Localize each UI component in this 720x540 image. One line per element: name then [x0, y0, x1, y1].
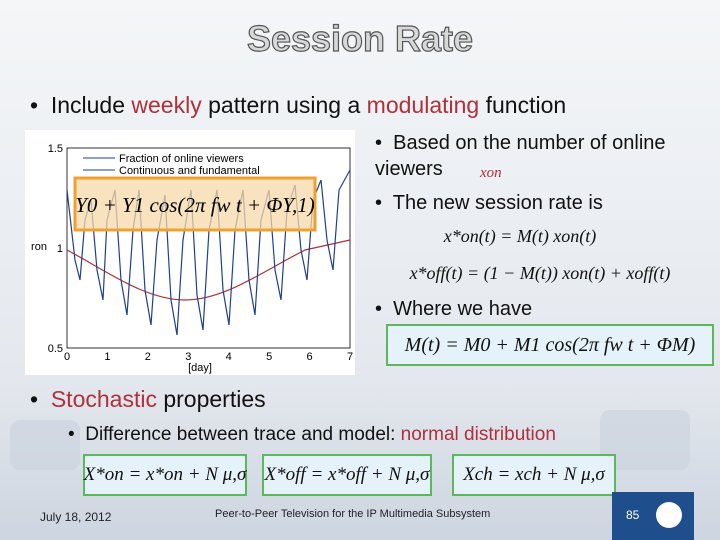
formula: X*on = x*on + N μ,σ — [83, 454, 247, 496]
bullet: • Include weekly pattern using a modulat… — [30, 92, 567, 118]
text: properties — [156, 386, 266, 412]
bullet: • Difference between trace and model: no… — [68, 424, 556, 445]
formula: M(t) = M0 + M1 cos(2π fw t + ΦM) — [386, 324, 714, 366]
formula: Y0 + Y1 cos(2π fw t + ΦY,1) — [75, 193, 315, 217]
overlay: xon — [480, 165, 502, 181]
text: The new session rate is — [392, 192, 603, 214]
y-tick-label: 1.5 — [48, 143, 63, 155]
formula: Xch = xch + N μ,σ — [452, 454, 616, 496]
text: weekly — [131, 92, 202, 118]
title: Session Rate — [246, 17, 474, 59]
x-tick-label: 6 — [307, 351, 313, 363]
axes — [66, 147, 351, 349]
x-tick-label: 4 — [226, 351, 232, 363]
text: pattern using a — [201, 92, 367, 118]
y-tick-label: 0.5 — [48, 343, 63, 355]
legend-label: Continuous and fundamental — [119, 165, 260, 177]
legend-label: Fraction of online viewers — [119, 153, 244, 165]
formula-box — [73, 176, 317, 232]
bullet: • Where we have — [375, 298, 533, 320]
text: Difference between trace and model: — [85, 424, 401, 445]
footer-text: Peer-to-Peer Television for the IP Multi… — [215, 508, 491, 520]
bullet: • The new session rate is — [375, 192, 603, 214]
x-tick-label: 7 — [347, 351, 353, 363]
text: Include — [50, 92, 132, 118]
text: modulating — [366, 92, 480, 118]
x-tick-label: 5 — [266, 351, 272, 363]
text: Where we have — [393, 298, 533, 320]
text: normal distribution — [400, 424, 556, 445]
text: function — [479, 92, 567, 118]
text: Based on the number of online viewers — [375, 132, 666, 180]
decor — [10, 420, 80, 470]
formula: x*on(t) = M(t) xon(t) — [443, 225, 597, 246]
axis-label: ron — [31, 241, 47, 253]
axis-label: [day] — [188, 362, 212, 374]
formula: x*off(t) = (1 − M(t)) xon(t) + xoff(t) — [409, 262, 671, 283]
footer-date: July 18, 2012 — [40, 510, 112, 524]
formula: X*off = x*off + N μ,σ — [262, 454, 432, 496]
x-tick-label: 0 — [64, 351, 70, 363]
x-tick-label: 3 — [185, 351, 191, 363]
page-number: 85 — [626, 508, 640, 522]
logo — [656, 502, 682, 528]
bullet: • Stochastic properties — [30, 386, 266, 412]
figure: Fraction of online viewers Continuous an… — [25, 130, 355, 375]
text: Stochastic — [50, 386, 157, 412]
x-tick-label: 1 — [104, 351, 110, 363]
x-tick-label: 2 — [145, 351, 151, 363]
bullet: • Based on the number of online viewers — [375, 132, 666, 180]
y-tick-label: 1 — [57, 243, 63, 255]
